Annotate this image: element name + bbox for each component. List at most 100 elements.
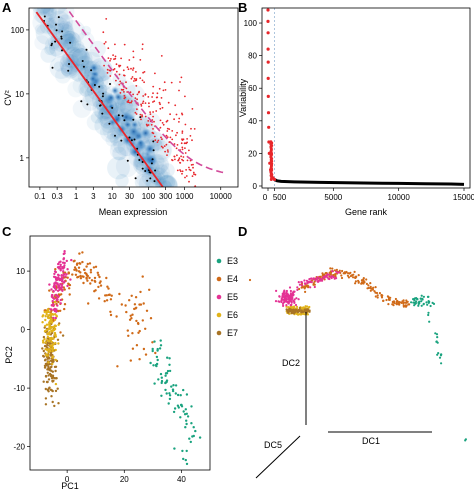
point-e4 — [89, 271, 93, 274]
point-e7 — [53, 404, 56, 408]
point-e4 — [344, 272, 347, 275]
black-point — [98, 85, 101, 88]
point-e4 — [342, 272, 345, 275]
point-e4 — [369, 282, 372, 285]
black-point — [132, 118, 135, 121]
point-e4 — [97, 297, 101, 300]
black-point — [51, 42, 53, 45]
black-point — [102, 92, 105, 95]
point-e3 — [181, 449, 184, 453]
point-e6 — [48, 323, 51, 326]
point-e7 — [44, 397, 48, 400]
panel-b-ylabel: Variability — [238, 78, 248, 117]
point-e6 — [52, 328, 55, 331]
red-point — [160, 136, 162, 139]
x-tick-label: 0 — [65, 475, 70, 484]
black-point — [128, 136, 131, 139]
point-e4 — [367, 284, 370, 287]
point-e3 — [165, 379, 169, 382]
point-e3 — [420, 294, 423, 297]
point-e5 — [57, 262, 60, 266]
point-e3 — [168, 394, 172, 397]
legend-swatch — [216, 258, 222, 264]
point-e3 — [151, 349, 154, 353]
panel-b-chart: 0 500 5000 10000 15000 0 20 40 60 80 100 Gene ran… — [238, 7, 474, 217]
point-e3 — [425, 301, 428, 304]
point-e3 — [157, 378, 160, 381]
red-point — [135, 71, 137, 73]
fit-line — [35, 11, 164, 187]
point-e3 — [429, 304, 432, 308]
point-e5 — [285, 304, 288, 307]
black-point — [86, 103, 89, 106]
point-e4 — [352, 276, 355, 279]
density-blob — [61, 21, 73, 33]
point-e6 — [46, 333, 49, 336]
dc5-axis — [255, 435, 301, 479]
density-blob — [71, 48, 93, 70]
point-e5 — [329, 275, 332, 278]
red-point — [184, 147, 186, 150]
point-e7 — [54, 389, 58, 393]
point-e6 — [54, 341, 57, 345]
red-point — [147, 124, 150, 126]
point-e7 — [42, 354, 45, 358]
point-e3 — [172, 410, 176, 414]
point-e5 — [59, 263, 62, 266]
black-point — [50, 44, 53, 47]
point-e7 — [47, 365, 50, 369]
point-e4 — [138, 303, 141, 306]
red-point — [114, 43, 116, 46]
black-point — [67, 69, 70, 72]
red-point — [186, 141, 189, 144]
black-point — [68, 63, 70, 65]
point-e3 — [165, 392, 168, 395]
point-e4 — [126, 329, 129, 332]
point-e5 — [60, 286, 63, 289]
red-point — [137, 91, 140, 94]
y-tick-label: 0 — [253, 182, 258, 191]
point-e4 — [96, 271, 100, 274]
point-e4 — [154, 351, 157, 355]
point-e6 — [51, 330, 54, 333]
x-tick-label: 30 — [125, 192, 134, 201]
point-e6 — [53, 327, 57, 331]
point-e4 — [376, 296, 379, 299]
legend-label: E4 — [227, 274, 238, 284]
point-e4 — [380, 296, 384, 299]
red-point — [134, 111, 137, 114]
point-e3 — [413, 304, 416, 307]
point-e5 — [320, 278, 324, 281]
point-e5 — [283, 292, 286, 295]
point-e5 — [287, 298, 290, 301]
point-e7 — [293, 310, 296, 313]
red-point — [119, 92, 122, 94]
red-point — [162, 89, 165, 92]
red-point — [139, 59, 142, 61]
red-point — [155, 110, 158, 112]
red-point — [173, 118, 176, 121]
red-point — [130, 67, 132, 70]
point-e5 — [314, 279, 317, 282]
point-e4 — [137, 322, 140, 326]
point-e5 — [335, 270, 338, 273]
red-point — [132, 56, 135, 59]
legend-swatch — [216, 276, 222, 282]
red-point — [191, 175, 194, 178]
point-e4 — [90, 279, 94, 282]
red-point — [153, 100, 156, 103]
point-e5 — [66, 284, 69, 288]
red-point — [115, 70, 118, 73]
red-point — [152, 92, 154, 95]
point-e7 — [51, 374, 55, 377]
point-e7 — [44, 374, 48, 378]
black-point — [149, 177, 152, 180]
density-core — [128, 144, 143, 160]
point-e5 — [285, 289, 288, 293]
point-e6 — [46, 354, 50, 357]
black-point — [57, 16, 60, 19]
red-point — [169, 113, 172, 116]
red-point — [149, 113, 152, 115]
point-e4 — [138, 329, 141, 333]
legend-label: E7 — [227, 328, 238, 338]
